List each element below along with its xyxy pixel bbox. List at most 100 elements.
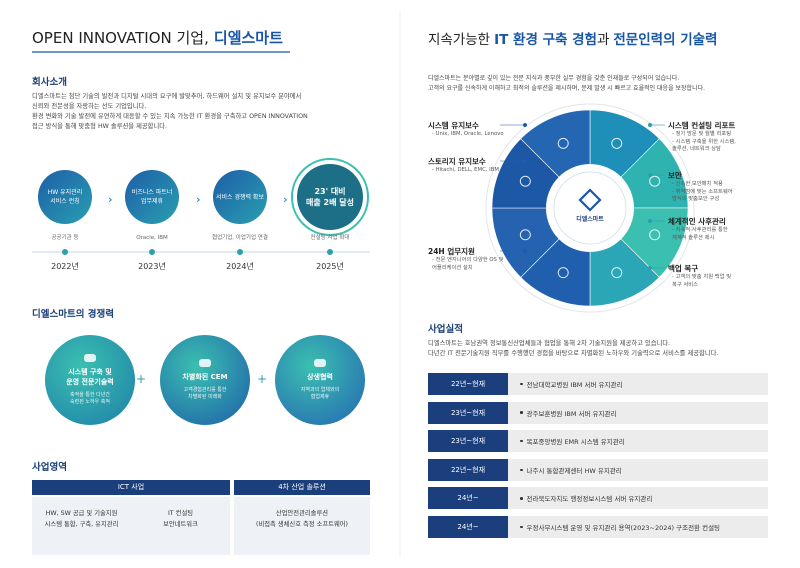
timeline-dot [237, 249, 243, 255]
timeline-label: HW 유지관리 [47, 189, 83, 196]
timeline-year: 2025년 [316, 262, 344, 271]
segment-icon [519, 175, 531, 187]
table-cell-line: HW, SW 공급 및 기술지원 [45, 510, 118, 517]
plus: + [257, 372, 267, 386]
table-cell: IT 컨설팅 보안네트워크 [131, 508, 230, 530]
record-period: 23년~현재 [428, 430, 508, 453]
records-intro-line: 다년간 IT 전문기술지원 직무를 수행했던 경험을 바탕으로 차별화된 노하우… [428, 350, 719, 357]
timeline-year: 2024년 [226, 262, 254, 271]
arrow: › [283, 193, 288, 206]
strength-icon [314, 359, 326, 367]
timeline-label: 23' 대비 [314, 187, 346, 196]
segment-icon [519, 229, 531, 241]
strength-title: 운영 전문기술력 [66, 378, 114, 386]
title-part: IT 환경 구축 경험 [494, 32, 597, 48]
segment-icon [649, 175, 661, 187]
strength-title: 차별화된 CEM [182, 373, 228, 381]
timeline-label: 비즈니스 파트너 [131, 189, 173, 196]
timeline-note: 컨설팅 사업 확대 [310, 235, 350, 241]
service-title: 보안 [668, 171, 682, 180]
table-cell-line: IT 컨설팅 [167, 510, 194, 517]
section-heading: 회사소개 [32, 77, 67, 88]
strength-circle: 차별화된 CEM 고객경험관리를 통한 차별화된 미래화 [160, 335, 250, 425]
intro-line: 디엘스마트는 분야별로 깊이 있는 전문 지식과 풍부한 실무 경험을 갖춘 인… [428, 75, 680, 82]
wheel-hub-ring [553, 171, 627, 245]
title-part: 과 [596, 32, 610, 48]
timeline-label: 매출 2배 달성 [306, 198, 354, 207]
service-detail: - 시스템 구축을 위한 시스템, [672, 138, 736, 145]
timeline-circle: 서비스 경쟁력 확보 [213, 170, 267, 224]
record-period: 22년~현재 [428, 458, 508, 481]
service-detail: 어플리케이션 설치 [432, 264, 473, 271]
title-part: 지속가능한 [428, 32, 491, 48]
timeline-note: 협업기업, 이업기업 연결 [212, 235, 268, 241]
service-detail: 솔루션, 네트워크 상담 [672, 146, 721, 152]
service-detail: - 고객의 맞춤 지원 백업 및 [672, 274, 732, 280]
strength-title: 시스템 구축 및 [68, 368, 112, 376]
record-project: 목포중앙병원 EMR 시스템 유지관리 [508, 430, 768, 453]
strength-desc-line: 고객경험관리를 통한 [183, 387, 227, 393]
connector-dot [648, 219, 652, 223]
section-heading: 사업실적 [428, 324, 463, 335]
strength-desc: 지역과의 업체와의 협업제휴 [301, 387, 339, 401]
title: 지속가능한 IT 환경 구축 경험과 전문인력의 기술력 [428, 28, 717, 48]
section-heading: 사업영역 [32, 462, 67, 473]
title-part: 전문인력의 기술력 [613, 32, 718, 48]
service-detail: - Unix, IBM, Oracle, Lenovo [432, 131, 504, 137]
timeline-dot [327, 249, 333, 255]
wheel-hub [546, 164, 634, 252]
service-detail: - 취약점에 맞는 소프트웨어 [672, 188, 733, 195]
timeline-dot [149, 249, 155, 255]
table-cell-bg [234, 497, 370, 555]
segment-icon [611, 267, 623, 279]
plus: + [136, 372, 146, 386]
paragraph-line: 디엘스마트는 첨단 기술의 발전과 디지털 시대의 요구에 발맞추어, 하드웨어… [32, 93, 302, 100]
connector-dot [648, 266, 652, 270]
segment-icon [557, 267, 569, 279]
strength-desc-line: 차별화된 미래화 [188, 394, 222, 400]
strength-desc-line: 축적을 통한 다년간 [70, 392, 110, 398]
record-period: 22년~현재 [428, 373, 508, 395]
service-detail: 체계적 솔루션 제시 [672, 234, 715, 241]
record-period: 24년~ [428, 516, 508, 538]
connector-dot [523, 123, 527, 127]
strength-desc-line: 지역과의 업체와의 [300, 387, 340, 393]
table-cell: 산업안전관리솔루션 (비접촉 생체신호 측정 소프트웨어) [234, 508, 370, 530]
logo-mark [578, 188, 602, 212]
strength-desc: 고객경험관리를 통한 차별화된 미래화 [184, 387, 227, 401]
connector-dot [523, 249, 527, 253]
connector-dot [648, 173, 652, 177]
table-header: 4차 산업 솔루션 [234, 480, 370, 495]
table-cell-line: (비접촉 생체신호 측정 소프트웨어) [255, 521, 349, 528]
arrow: › [108, 193, 113, 206]
timeline-circle: HW 유지관리 서비스 런칭 [38, 170, 92, 224]
table-cell-line: 시스템 통합, 구축, 유지관리 [44, 521, 119, 528]
title-brand: 디엘스마트 [213, 29, 283, 47]
paragraph-line: 환경 변화와 기술 발전에 유연하게 대응할 수 있는 지속 가능한 IT 환경… [32, 113, 308, 120]
record-project: 나주시 통합관제센터 HW 유지관리 [508, 458, 768, 481]
timeline-year: 2022년 [51, 262, 79, 271]
segment-icon [611, 137, 623, 149]
record-project: 전라북도자치도 행정정보시스템 서버 유지관리 [508, 487, 768, 510]
service-title: 시스템 컨설팅 리포트 [668, 121, 736, 130]
timeline-note: 공공기관 등 [51, 235, 79, 241]
segment-icon [557, 137, 569, 149]
service-detail: 방식의 맞춤보안 구성 [672, 196, 720, 202]
intro-line: 고객의 요구를 신속하게 이해하고 최적의 솔루션을 제시하며, 문제 발생 시… [428, 85, 706, 92]
table-header: ICT 사업 [32, 480, 230, 495]
timeline-label: 서비스 경쟁력 확보 [216, 193, 264, 201]
strength-circle: 상생협력 지역과의 업체와의 협업제휴 [275, 335, 365, 425]
strength-desc: 축적을 통한 다년간 숙련된 노하우 축적 [70, 392, 110, 406]
connector-dot [523, 159, 527, 163]
timeline-note: Oracle, IBM [136, 235, 168, 241]
service-title: 체계적인 사후관리 [668, 217, 726, 226]
paragraph-line: 신뢰와 전문성을 자랑하는 선도 기업입니다. [32, 103, 147, 110]
strength-icon [199, 359, 211, 367]
timeline-year: 2023년 [138, 262, 166, 271]
service-detail: 복구 서비스 [672, 281, 699, 288]
